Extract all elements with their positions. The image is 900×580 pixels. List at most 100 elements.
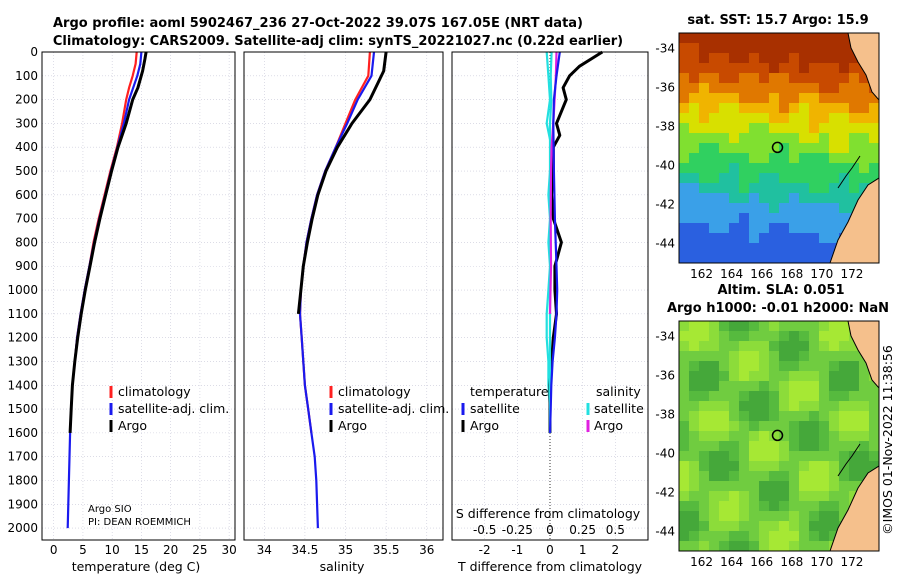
credit-line2: PI: DEAN ROEMMICH: [88, 517, 191, 528]
map-cell: [739, 153, 750, 164]
map-cell: [769, 83, 780, 94]
map-cell: [809, 193, 820, 204]
map-cell: [799, 541, 810, 551]
map-cell: [689, 351, 700, 362]
map-cell: [679, 203, 690, 214]
map-cell: [709, 203, 720, 214]
map-cell: [779, 511, 790, 522]
map-cell: [709, 53, 720, 64]
map-cell: [719, 541, 730, 551]
map-cell: [799, 331, 810, 342]
map-cell: [749, 253, 760, 263]
map-cell: [729, 173, 740, 184]
top-x-tick-label: 0.25: [569, 523, 596, 537]
map-cell: [689, 203, 700, 214]
map-cell: [689, 223, 700, 234]
map-cell: [779, 321, 790, 332]
map-cell: [779, 223, 790, 234]
map-cell: [699, 341, 710, 352]
map-cell: [779, 441, 790, 452]
map-cell: [679, 183, 690, 194]
map-cell: [789, 43, 800, 54]
map-cell: [859, 461, 870, 472]
map-cell: [769, 361, 780, 372]
map-cell: [849, 371, 860, 382]
depth-tick-label: 1700: [7, 450, 38, 464]
lon-tick-label: 172: [840, 555, 863, 569]
map-cell: [719, 341, 730, 352]
map-cell: [689, 361, 700, 372]
map-cell: [749, 33, 760, 44]
map-cell: [699, 451, 710, 462]
lon-tick-label: 166: [750, 267, 773, 281]
map-cell: [869, 173, 879, 184]
map-cell: [769, 63, 780, 74]
map-cell: [849, 93, 860, 104]
map-cell: [789, 123, 800, 134]
map-cell: [699, 253, 710, 263]
map-cell: [689, 331, 700, 342]
map-cell: [829, 153, 840, 164]
map-cell: [759, 133, 770, 144]
map-cell: [739, 73, 750, 84]
map-cell: [689, 93, 700, 104]
map-cell: [729, 381, 740, 392]
map-cell: [769, 541, 780, 551]
map-cell: [689, 441, 700, 452]
map-cell: [689, 53, 700, 64]
map-cell: [709, 441, 720, 452]
map-cell: [779, 471, 790, 482]
depth-tick-label: 600: [15, 188, 38, 202]
map-cell: [769, 133, 780, 144]
map-cell: [719, 233, 730, 244]
map-cell: [789, 321, 800, 332]
map-cell: [779, 331, 790, 342]
map-cell: [839, 331, 850, 342]
map-cell: [799, 421, 810, 432]
sst-land-north-island: [847, 33, 879, 101]
map-cell: [719, 243, 730, 254]
sla-lat-tick-labels: -34 -36 -38 -40 -42 -44: [655, 330, 675, 539]
map-cell: [799, 143, 810, 154]
map-cell: [689, 491, 700, 502]
depth-tick-label: 2000: [7, 521, 38, 535]
map-cell: [689, 541, 700, 551]
map-cell: [699, 143, 710, 154]
map-cell: [719, 193, 730, 204]
map-cell: [719, 153, 730, 164]
map-cell: [679, 143, 690, 154]
timestamp: ©IMOS 01-Nov-2022 11:38:56: [880, 345, 895, 535]
map-cell: [689, 253, 700, 263]
map-cell: [769, 163, 780, 174]
map-cell: [759, 43, 770, 54]
map-cell: [729, 501, 740, 512]
map-cell: [819, 153, 830, 164]
legend-label-argo: Argo: [338, 418, 367, 433]
map-cell: [769, 501, 780, 512]
map-cell: [779, 63, 790, 74]
map-cell: [689, 143, 700, 154]
map-cell: [679, 223, 690, 234]
map-cell: [719, 521, 730, 532]
lat-tick-label: -40: [655, 159, 675, 173]
map-cell: [679, 331, 690, 342]
map-cell: [709, 123, 720, 134]
map-cell: [699, 421, 710, 432]
map-cell: [709, 511, 720, 522]
map-cell: [749, 53, 760, 64]
map-cell: [699, 93, 710, 104]
map-cell: [679, 351, 690, 362]
sla-land-north-island: [847, 321, 879, 389]
map-cell: [699, 541, 710, 551]
sla-map-panel: Altim. SLA: 0.051 Argo h1000: -0.01 h200…: [655, 283, 889, 569]
map-cell: [769, 73, 780, 84]
map-cell: [779, 521, 790, 532]
map-cell: [809, 183, 820, 194]
map-cell: [849, 401, 860, 412]
map-cell: [739, 461, 750, 472]
t-difference-tick-labels: -2 -1 0 1 2: [479, 543, 619, 557]
map-cell: [689, 321, 700, 332]
map-cell: [689, 401, 700, 412]
top-x-tick-label: -0.5: [473, 523, 496, 537]
